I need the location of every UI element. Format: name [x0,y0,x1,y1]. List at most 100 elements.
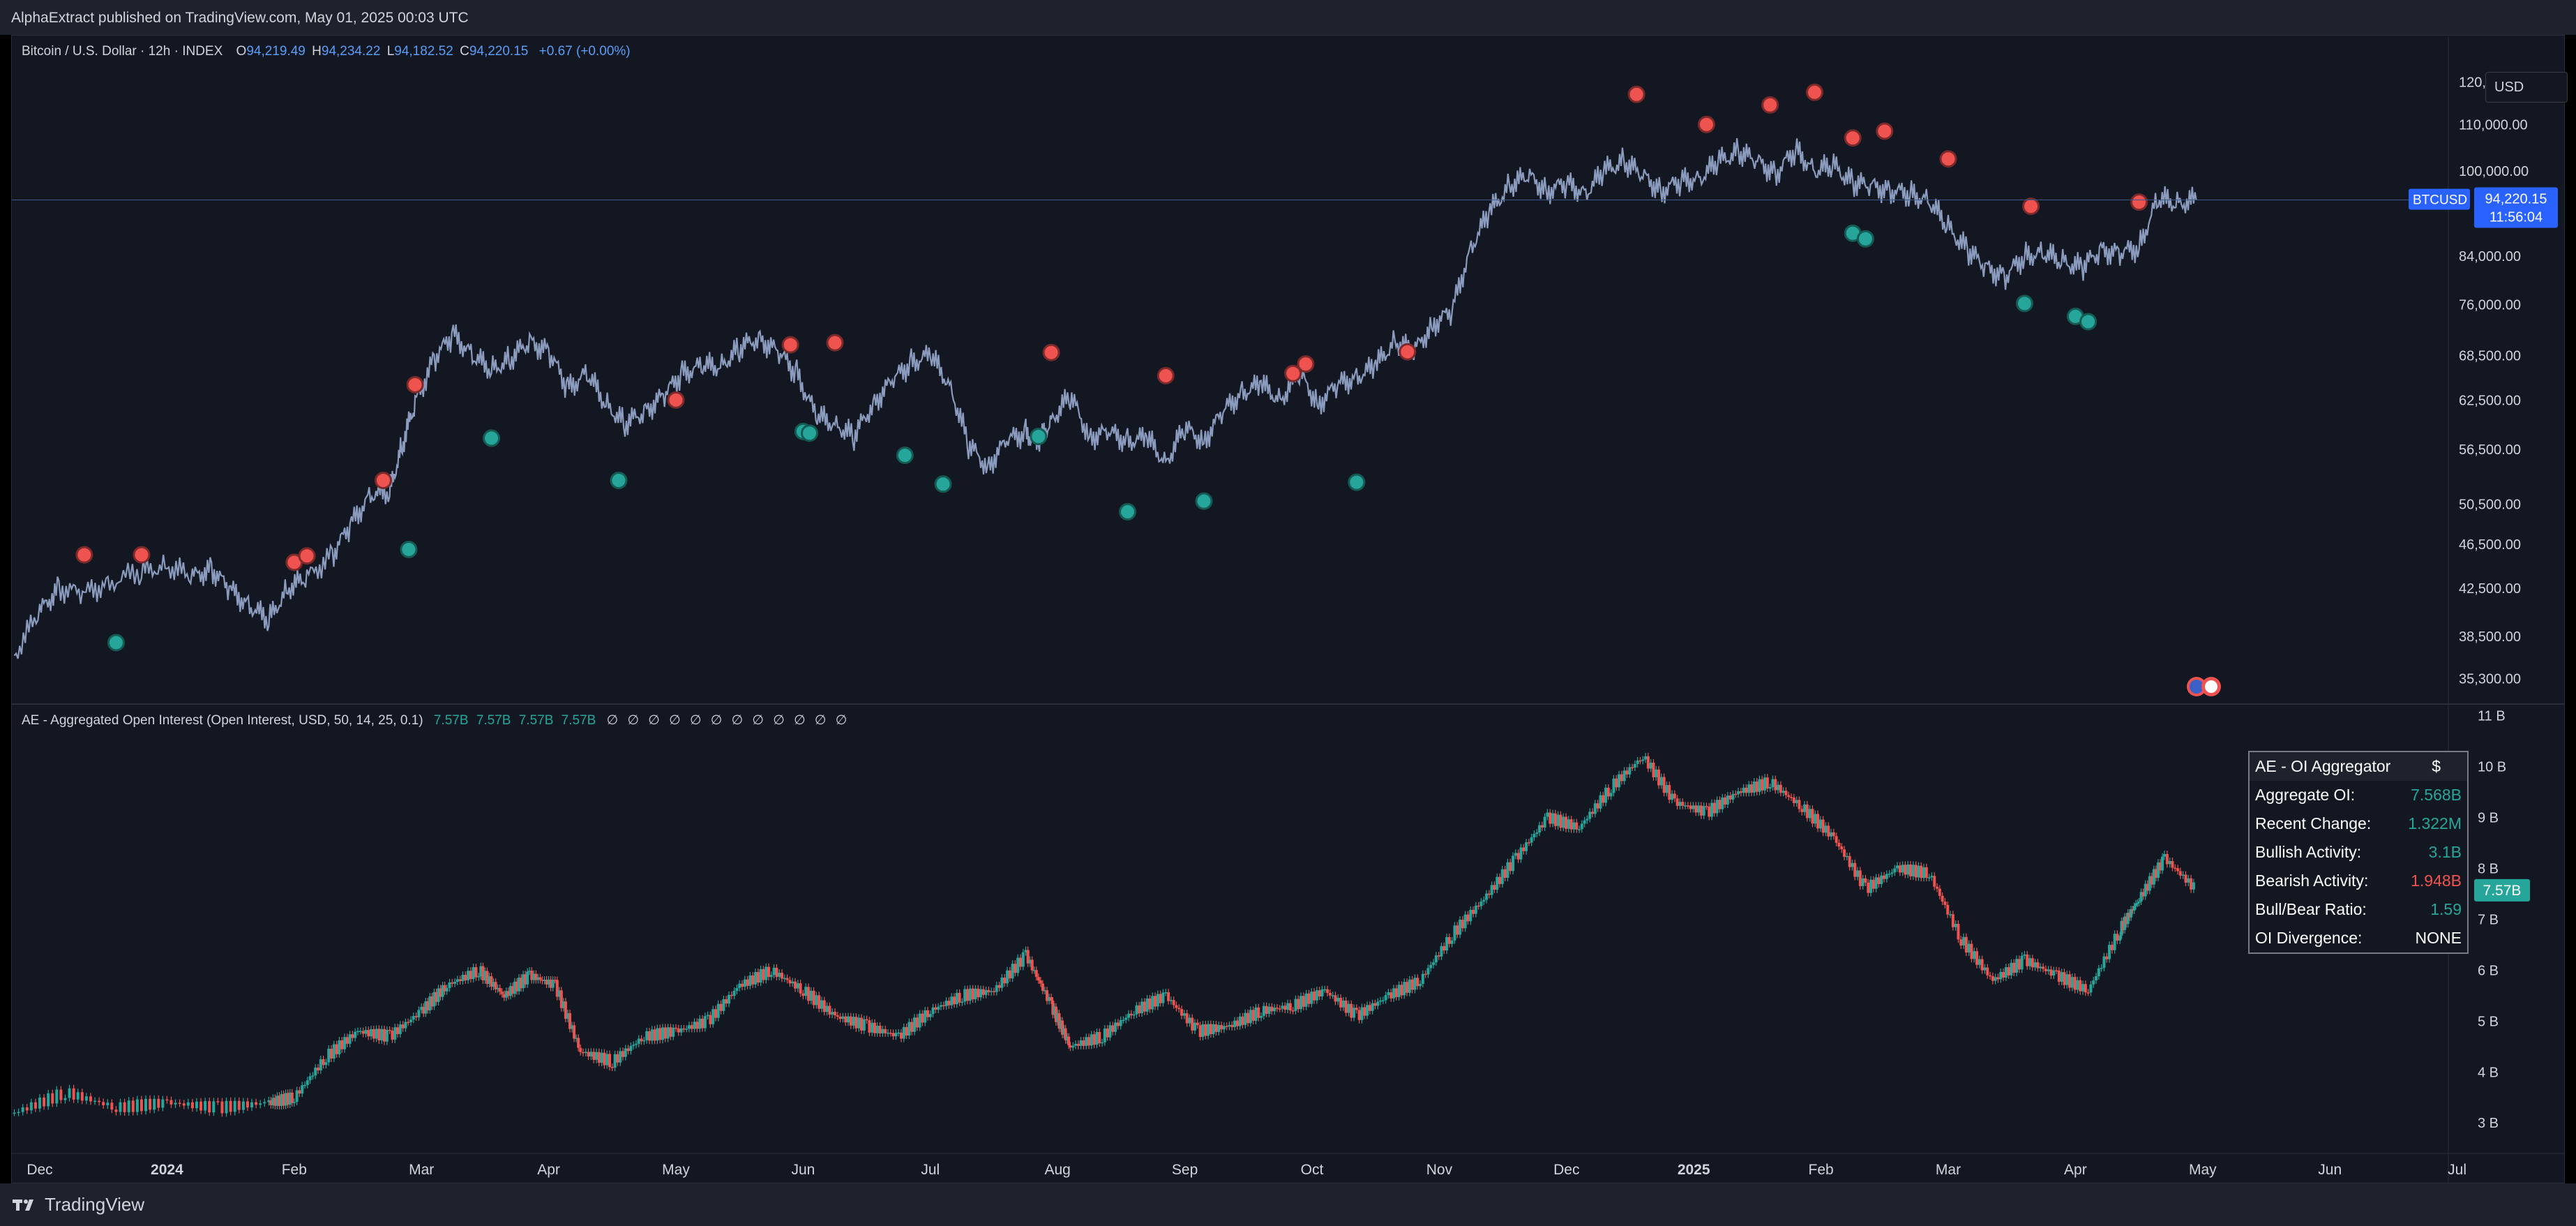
oi-candle-body [2116,934,2119,941]
oi-candle-body [1930,876,1934,878]
chart-canvas[interactable]: 120,000.00110,000.00100,000.0084,000.007… [12,36,2564,1183]
oi-candle-body [836,1015,839,1017]
main-legend[interactable]: Bitcoin / U.S. Dollar · 12h · INDEX O94,… [22,44,633,59]
oi-candle-body [1207,1024,1210,1036]
bearish-signal-marker[interactable] [374,472,392,490]
bearish-signal-marker[interactable] [1157,366,1175,384]
oi-candle-body [849,1016,852,1026]
bearish-signal-marker[interactable] [2022,197,2040,216]
oi-candle-body [1758,779,1761,792]
oi-candle-body [1065,1036,1069,1040]
bearish-signal-marker[interactable] [667,391,685,409]
oi-candle-body [1615,778,1618,788]
bullish-signal-marker[interactable] [107,634,125,652]
bullish-signal-marker[interactable] [896,447,914,465]
tradingview-brand[interactable]: TradingView [13,1194,144,1216]
time-axis-label: Jul [2448,1162,2466,1178]
oi-candle-body [1519,847,1523,860]
bearish-signal-marker[interactable] [781,336,799,354]
bearish-signal-marker[interactable] [1297,355,1315,373]
oi-candle-body [1172,1000,1175,1006]
oi-candle-body [288,1092,292,1105]
bullish-signal-marker[interactable] [610,472,628,490]
bearish-signal-marker[interactable] [298,547,316,565]
oi-candle-body [1689,805,1692,809]
bearish-signal-marker[interactable] [1284,364,1302,382]
oi-candle-body [1503,869,1507,878]
oi-candle-body [1355,1008,1358,1010]
oi-candle-body [559,990,563,1008]
bullish-signal-marker[interactable] [1856,230,1874,248]
oi-candle-body [1500,869,1504,884]
bearish-signal-marker[interactable] [1399,343,1417,361]
bearish-signal-marker[interactable] [826,334,844,352]
symbol-title[interactable]: Bitcoin / U.S. Dollar · 12h · INDEX [22,44,223,59]
bearish-signal-marker[interactable] [133,546,151,564]
close-label: C [460,44,469,59]
time-axis-label: Jul [921,1162,940,1178]
bullish-signal-marker[interactable] [934,475,952,493]
oi-value-tag[interactable] [2474,879,2530,902]
oi-candle-body [1413,978,1417,990]
oi-candle-body [728,994,730,1004]
bullish-signal-marker[interactable] [1348,473,1366,491]
bearish-signal-marker[interactable] [1761,96,1779,114]
oi-legend[interactable]: AE - Aggregated Open Interest (Open Inte… [22,712,850,728]
currency-selector[interactable]: USD [2485,72,2568,103]
flag-icons[interactable] [2187,677,2221,696]
oi-candle-body [2121,920,2125,930]
oi-candle-body [311,1075,315,1077]
oi-candle-body [1032,970,1036,971]
oi-candle-body [716,1003,720,1018]
bearish-signal-marker[interactable] [1697,115,1715,133]
oi-candle-body [1512,855,1515,872]
oi-candle-body [1843,849,1846,857]
oi-candle-body [1315,990,1318,1001]
bearish-signal-marker[interactable] [1939,150,1957,168]
bearish-signal-marker[interactable] [2130,193,2148,211]
oi-candle-body [1453,925,1456,941]
bullish-signal-marker[interactable] [2015,294,2033,313]
bearish-signal-marker[interactable] [1042,343,1060,361]
bearish-signal-marker[interactable] [1805,83,1823,101]
bullish-signal-marker[interactable] [1119,502,1137,521]
oi-candle-body [1556,814,1560,826]
bullish-signal-marker[interactable] [1030,428,1048,446]
price-axis-label: 84,000.00 [2459,249,2521,264]
oi-candle-body [1069,1045,1072,1048]
oi-axis-label: 5 B [2478,1014,2499,1029]
bullish-signal-marker[interactable] [400,540,418,558]
oi-axis-label: 6 B [2478,963,2499,978]
oi-candle-body [1516,853,1520,860]
oi-candle-body [1056,1013,1060,1022]
bullish-signal-marker[interactable] [483,429,501,447]
oi-candle-body [267,1100,271,1102]
oi-candle-body [1076,1044,1080,1046]
bearish-signal-marker[interactable] [1627,85,1645,103]
oi-candle-body [1154,996,1157,1007]
btc-price-line[interactable] [13,137,2197,659]
bearish-signal-marker[interactable] [1876,122,1894,140]
oi-candle-body [1777,784,1780,791]
oi-candle-body [1522,847,1526,851]
oi-candle-body [1580,823,1583,830]
bullish-signal-marker[interactable] [2079,313,2097,331]
oi-candle-body [748,975,752,986]
oi-candle-body [1122,1019,1125,1022]
bearish-signal-marker[interactable] [75,546,93,564]
oi-table-title: AE - OI Aggregator [2255,757,2391,775]
oi-candle-body [1861,878,1865,886]
bearish-signal-marker[interactable] [1844,129,1862,147]
oi-candle-body [1143,1001,1146,1012]
last-price-tag[interactable] [2474,187,2558,228]
oi-candle-body [2110,945,2114,950]
oi-candle-body [84,1096,88,1101]
chart-frame[interactable]: 120,000.00110,000.00100,000.0084,000.007… [11,35,2568,1183]
oi-candle-body [2044,969,2047,971]
oi-indicator-title[interactable]: AE - Aggregated Open Interest (Open Inte… [22,713,423,728]
bullish-signal-marker[interactable] [801,424,819,442]
bullish-signal-marker[interactable] [1195,492,1213,510]
oi-candle-body [1246,1012,1250,1024]
bearish-signal-marker[interactable] [406,375,424,394]
symbol-tag[interactable] [2409,188,2470,210]
